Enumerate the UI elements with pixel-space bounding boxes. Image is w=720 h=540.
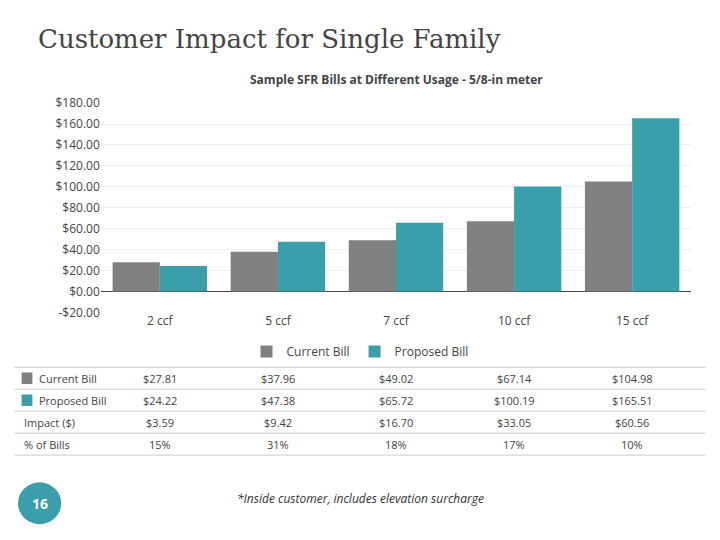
svg-text:$180.00: $180.00 (55, 94, 99, 111)
svg-text:$104.98: $104.98 (612, 371, 653, 386)
svg-text:18%: 18% (385, 437, 407, 452)
svg-text:7 ccf: 7 ccf (383, 312, 409, 329)
svg-text:$49.02: $49.02 (379, 371, 413, 386)
svg-text:$160.00: $160.00 (55, 115, 99, 132)
svg-text:$9.42: $9.42 (264, 415, 292, 430)
svg-text:Current Bill: Current Bill (287, 343, 350, 360)
svg-text:5 ccf: 5 ccf (265, 312, 291, 329)
svg-text:$67.14: $67.14 (497, 371, 532, 386)
svg-text:$100.00: $100.00 (55, 178, 99, 195)
svg-text:$0.00: $0.00 (69, 283, 100, 300)
svg-text:Impact ($): Impact ($) (24, 415, 75, 430)
svg-text:$47.38: $47.38 (261, 393, 295, 408)
svg-text:$37.96: $37.96 (261, 371, 295, 386)
svg-text:$60.00: $60.00 (62, 220, 100, 237)
svg-text:10%: 10% (621, 437, 643, 452)
svg-text:$3.59: $3.59 (146, 415, 174, 430)
svg-text:% of Bills: % of Bills (24, 437, 70, 452)
svg-text:$33.05: $33.05 (497, 415, 531, 430)
svg-text:$20.00: $20.00 (62, 262, 100, 279)
svg-text:16: 16 (32, 494, 48, 513)
svg-text:$80.00: $80.00 (62, 199, 100, 216)
svg-text:Sample SFR Bills at Different: Sample SFR Bills at Different Usage - 5/… (250, 71, 543, 88)
svg-text:*Inside customer, includes ele: *Inside customer, includes elevation sur… (237, 490, 484, 507)
svg-text:Proposed Bill: Proposed Bill (395, 343, 469, 360)
svg-text:31%: 31% (267, 437, 289, 452)
svg-text:Current Bill: Current Bill (39, 371, 97, 386)
svg-text:Customer Impact for Single Fam: Customer Impact for Single Family (38, 24, 501, 54)
svg-text:$65.72: $65.72 (379, 393, 413, 408)
svg-text:$27.81: $27.81 (143, 371, 177, 386)
svg-text:$24.22: $24.22 (143, 393, 177, 408)
svg-text:15 ccf: 15 ccf (616, 312, 649, 329)
svg-text:$140.00: $140.00 (55, 136, 99, 153)
svg-text:-$20.00: -$20.00 (58, 304, 99, 321)
svg-text:$120.00: $120.00 (55, 157, 99, 174)
svg-text:$165.51: $165.51 (612, 393, 653, 408)
svg-text:$60.56: $60.56 (615, 415, 649, 430)
svg-text:17%: 17% (503, 437, 525, 452)
svg-text:$16.70: $16.70 (379, 415, 413, 430)
svg-text:15%: 15% (149, 437, 171, 452)
svg-text:$40.00: $40.00 (62, 241, 100, 258)
svg-text:10 ccf: 10 ccf (498, 312, 531, 329)
svg-text:Proposed Bill: Proposed Bill (39, 393, 107, 408)
svg-text:2 ccf: 2 ccf (147, 312, 173, 329)
svg-text:$100.19: $100.19 (494, 393, 535, 408)
